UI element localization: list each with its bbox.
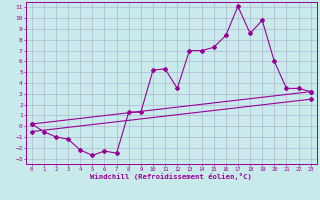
- X-axis label: Windchill (Refroidissement éolien,°C): Windchill (Refroidissement éolien,°C): [90, 173, 252, 180]
